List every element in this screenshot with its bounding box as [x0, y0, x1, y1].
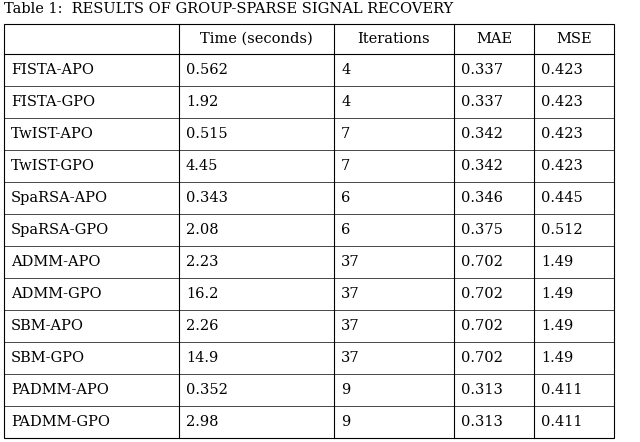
- Text: 2.08: 2.08: [186, 223, 219, 237]
- Text: 37: 37: [341, 255, 360, 269]
- Text: 2.98: 2.98: [186, 415, 218, 429]
- Text: 4.45: 4.45: [186, 159, 218, 173]
- Text: 0.423: 0.423: [541, 127, 583, 141]
- Text: 0.411: 0.411: [541, 415, 582, 429]
- Text: 7: 7: [341, 127, 350, 141]
- Text: 1.49: 1.49: [541, 287, 573, 301]
- Text: 0.411: 0.411: [541, 383, 582, 397]
- Text: 4: 4: [341, 63, 350, 77]
- Text: 0.342: 0.342: [461, 127, 503, 141]
- Text: 6: 6: [341, 191, 350, 205]
- Text: 0.702: 0.702: [461, 351, 503, 365]
- Text: 4: 4: [341, 95, 350, 109]
- Text: 0.515: 0.515: [186, 127, 228, 141]
- Text: 0.445: 0.445: [541, 191, 583, 205]
- Text: 0.702: 0.702: [461, 255, 503, 269]
- Text: ADMM-GPO: ADMM-GPO: [11, 287, 102, 301]
- Text: 2.23: 2.23: [186, 255, 218, 269]
- Text: SBM-GPO: SBM-GPO: [11, 351, 85, 365]
- Text: 1.49: 1.49: [541, 319, 573, 333]
- Text: 9: 9: [341, 383, 350, 397]
- Text: 0.423: 0.423: [541, 95, 583, 109]
- Text: 0.375: 0.375: [461, 223, 503, 237]
- Text: 0.423: 0.423: [541, 63, 583, 77]
- Text: FISTA-APO: FISTA-APO: [11, 63, 94, 77]
- Text: MAE: MAE: [476, 32, 512, 46]
- Text: 0.423: 0.423: [541, 159, 583, 173]
- Text: MSE: MSE: [556, 32, 592, 46]
- Text: 16.2: 16.2: [186, 287, 218, 301]
- Text: TwIST-GPO: TwIST-GPO: [11, 159, 95, 173]
- Text: Table 1:  RESULTS OF GROUP-SPARSE SIGNAL RECOVERY: Table 1: RESULTS OF GROUP-SPARSE SIGNAL …: [4, 2, 453, 16]
- Text: 0.352: 0.352: [186, 383, 228, 397]
- Text: ADMM-APO: ADMM-APO: [11, 255, 100, 269]
- Text: Iterations: Iterations: [358, 32, 430, 46]
- Text: 0.512: 0.512: [541, 223, 582, 237]
- Text: 0.346: 0.346: [461, 191, 503, 205]
- Text: 0.337: 0.337: [461, 95, 503, 109]
- Text: 37: 37: [341, 319, 360, 333]
- Text: TwIST-APO: TwIST-APO: [11, 127, 94, 141]
- Text: FISTA-GPO: FISTA-GPO: [11, 95, 95, 109]
- Text: 7: 7: [341, 159, 350, 173]
- Text: PADMM-GPO: PADMM-GPO: [11, 415, 110, 429]
- Text: SpaRSA-GPO: SpaRSA-GPO: [11, 223, 109, 237]
- Text: 0.313: 0.313: [461, 383, 503, 397]
- Text: 0.337: 0.337: [461, 63, 503, 77]
- Text: 0.343: 0.343: [186, 191, 228, 205]
- Text: 9: 9: [341, 415, 350, 429]
- Text: PADMM-APO: PADMM-APO: [11, 383, 109, 397]
- Text: 37: 37: [341, 351, 360, 365]
- Text: 0.702: 0.702: [461, 319, 503, 333]
- Text: SBM-APO: SBM-APO: [11, 319, 84, 333]
- Text: 0.313: 0.313: [461, 415, 503, 429]
- Text: 1.92: 1.92: [186, 95, 218, 109]
- Text: 1.49: 1.49: [541, 255, 573, 269]
- Text: 14.9: 14.9: [186, 351, 218, 365]
- Text: Time (seconds): Time (seconds): [200, 32, 313, 46]
- Text: 2.26: 2.26: [186, 319, 218, 333]
- Text: 0.562: 0.562: [186, 63, 228, 77]
- Text: 6: 6: [341, 223, 350, 237]
- Text: 37: 37: [341, 287, 360, 301]
- Text: SpaRSA-APO: SpaRSA-APO: [11, 191, 108, 205]
- Text: 0.702: 0.702: [461, 287, 503, 301]
- Text: 1.49: 1.49: [541, 351, 573, 365]
- Text: 0.342: 0.342: [461, 159, 503, 173]
